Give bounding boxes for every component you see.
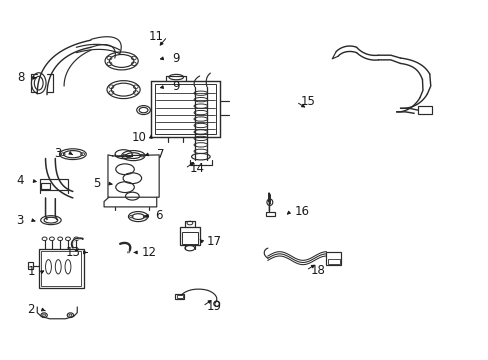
Bar [41, 251, 81, 286]
Text: 11: 11 [148, 30, 163, 43]
Bar [327, 258, 339, 264]
Bar [417, 107, 431, 114]
Text: 19: 19 [206, 300, 222, 313]
Text: 7: 7 [157, 148, 164, 161]
Text: 3: 3 [17, 214, 24, 227]
Bar [265, 212, 274, 216]
Text: 16: 16 [294, 205, 309, 218]
Bar [326, 252, 340, 265]
Text: 8: 8 [18, 71, 25, 84]
Text: 9: 9 [172, 80, 180, 93]
Text: 2: 2 [27, 303, 35, 316]
Bar [41, 183, 50, 189]
Text: 9: 9 [172, 51, 180, 64]
Bar [39, 249, 83, 288]
Text: 6: 6 [155, 210, 163, 222]
Text: 3: 3 [55, 147, 62, 159]
Text: 15: 15 [300, 95, 315, 108]
Bar [151, 81, 220, 137]
Bar [180, 226, 199, 245]
Bar [175, 294, 183, 299]
Text: 4: 4 [17, 174, 24, 187]
Text: 1: 1 [27, 265, 35, 278]
Text: 18: 18 [309, 264, 325, 277]
Text: 14: 14 [189, 162, 204, 175]
Bar [155, 84, 216, 134]
Bar [182, 232, 197, 244]
Text: 10: 10 [131, 131, 146, 144]
Text: 5: 5 [93, 177, 101, 190]
Text: 17: 17 [206, 235, 222, 248]
Bar [28, 262, 33, 269]
Bar [40, 179, 68, 190]
Text: 12: 12 [142, 246, 157, 259]
Bar [176, 295, 182, 298]
Text: 13: 13 [65, 246, 80, 259]
